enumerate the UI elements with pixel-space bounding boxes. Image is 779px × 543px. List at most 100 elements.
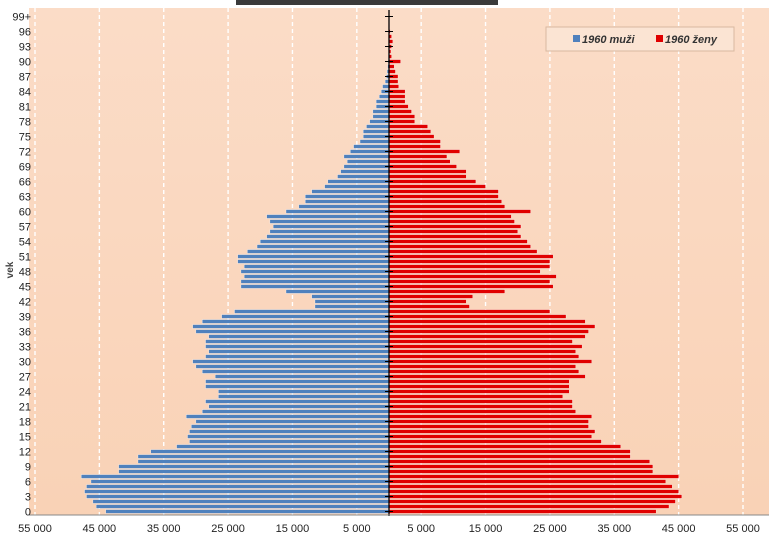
bar-muzi (366, 124, 390, 129)
bar-muzi (260, 239, 390, 244)
bar-zeny (388, 279, 551, 284)
bar-muzi (215, 374, 390, 379)
bar-zeny (388, 479, 666, 484)
bar-muzi (208, 404, 390, 409)
bar-zeny (388, 409, 576, 414)
bar-zeny (388, 94, 406, 99)
bar-zeny (388, 334, 586, 339)
bar-muzi (189, 429, 390, 434)
bar-zeny (388, 114, 415, 119)
bar-zeny (388, 139, 441, 144)
x-tick-labels: 55 000 45 000 35 000 25 000 15 000 5 000 5 000… (18, 523, 760, 535)
bar-zeny (388, 289, 506, 294)
y-tick-label: 12 (19, 447, 31, 459)
bar-zeny (388, 189, 499, 194)
bar-zeny (388, 319, 586, 324)
y-tick-label: 84 (19, 87, 31, 99)
y-tick-label: 15 (19, 432, 31, 444)
y-tick-label: 42 (19, 297, 31, 309)
bar-muzi (327, 179, 390, 184)
bar-muzi (379, 94, 390, 99)
bar-muzi (205, 339, 390, 344)
bar-zeny (388, 419, 589, 424)
bar-zeny (388, 234, 522, 239)
bar-muzi (285, 289, 390, 294)
legend: 1960 muži 1960 ženy (545, 26, 735, 52)
bar-zeny (388, 294, 473, 299)
bar-muzi (137, 459, 390, 464)
bar-muzi (192, 324, 390, 329)
bar-zeny (388, 329, 589, 334)
bar-zeny (388, 309, 551, 314)
y-tick-label: 36 (19, 327, 31, 339)
bar-muzi (311, 189, 390, 194)
x-tick-label: 25 000 (211, 523, 245, 535)
bar-zeny (388, 299, 467, 304)
bar-zeny (388, 434, 592, 439)
bar-zeny (388, 79, 399, 84)
bar-muzi (375, 99, 390, 104)
bar-zeny (388, 414, 592, 419)
bar-zeny (388, 489, 679, 494)
y-tick-label: 60 (19, 207, 31, 219)
bar-muzi (353, 144, 390, 149)
bar-zeny (388, 69, 396, 74)
y-tick-label: 57 (19, 222, 31, 234)
y-tick-label: 0 (25, 507, 31, 519)
bar-zeny (388, 449, 631, 454)
bar-muzi (244, 274, 390, 279)
y-tick-label: 30 (19, 357, 31, 369)
y-tick-label: 75 (19, 132, 31, 144)
bar-muzi (186, 414, 390, 419)
bar-zeny (388, 359, 592, 364)
y-tick-label: 96 (19, 27, 31, 39)
y-tick-label: 51 (19, 252, 31, 264)
bar-zeny (388, 379, 570, 384)
bar-muzi (195, 364, 390, 369)
bar-zeny (388, 424, 589, 429)
bar-zeny (388, 364, 576, 369)
series-muzi (81, 14, 390, 514)
bar-zeny (388, 474, 679, 479)
x-tick-label: 55 000 (726, 523, 760, 535)
bar-zeny (388, 324, 596, 329)
bar-zeny (388, 404, 573, 409)
bar-muzi (189, 439, 390, 444)
bar-muzi (305, 199, 390, 204)
y-tick-label: 66 (19, 177, 31, 189)
bar-zeny (388, 384, 570, 389)
bar-zeny (388, 464, 654, 469)
y-tick-label: 63 (19, 192, 31, 204)
bar-muzi (359, 139, 390, 144)
bar-zeny (388, 184, 486, 189)
bar-muzi (86, 494, 390, 499)
bar-muzi (382, 84, 390, 89)
y-tick-labels: 0369121518212427303336394245485154576063… (12, 12, 31, 519)
y-tick-label: 45 (19, 282, 31, 294)
bar-muzi (266, 214, 390, 219)
bar-zeny (388, 459, 650, 464)
x-tick-label: 5 000 (343, 523, 371, 535)
bar-muzi (208, 349, 390, 354)
series-zeny (388, 14, 683, 514)
bar-muzi (118, 469, 390, 474)
top-bar (236, 0, 498, 5)
bar-zeny (388, 269, 541, 274)
bar-zeny (388, 499, 676, 504)
bar-zeny (388, 204, 506, 209)
bar-muzi (337, 174, 390, 179)
legend-label-muzi: 1960 muži (582, 34, 636, 46)
bar-muzi (247, 249, 390, 254)
y-tick-label: 69 (19, 162, 31, 174)
bar-muzi (234, 309, 390, 314)
bar-muzi (343, 164, 390, 169)
bar-muzi (205, 379, 390, 384)
bar-muzi (237, 254, 390, 259)
bar-muzi (372, 109, 390, 114)
bar-muzi (298, 204, 390, 209)
bar-zeny (388, 84, 399, 89)
y-tick-label: 48 (19, 267, 31, 279)
bar-zeny (388, 444, 621, 449)
bar-muzi (92, 499, 390, 504)
bar-zeny (388, 209, 531, 214)
